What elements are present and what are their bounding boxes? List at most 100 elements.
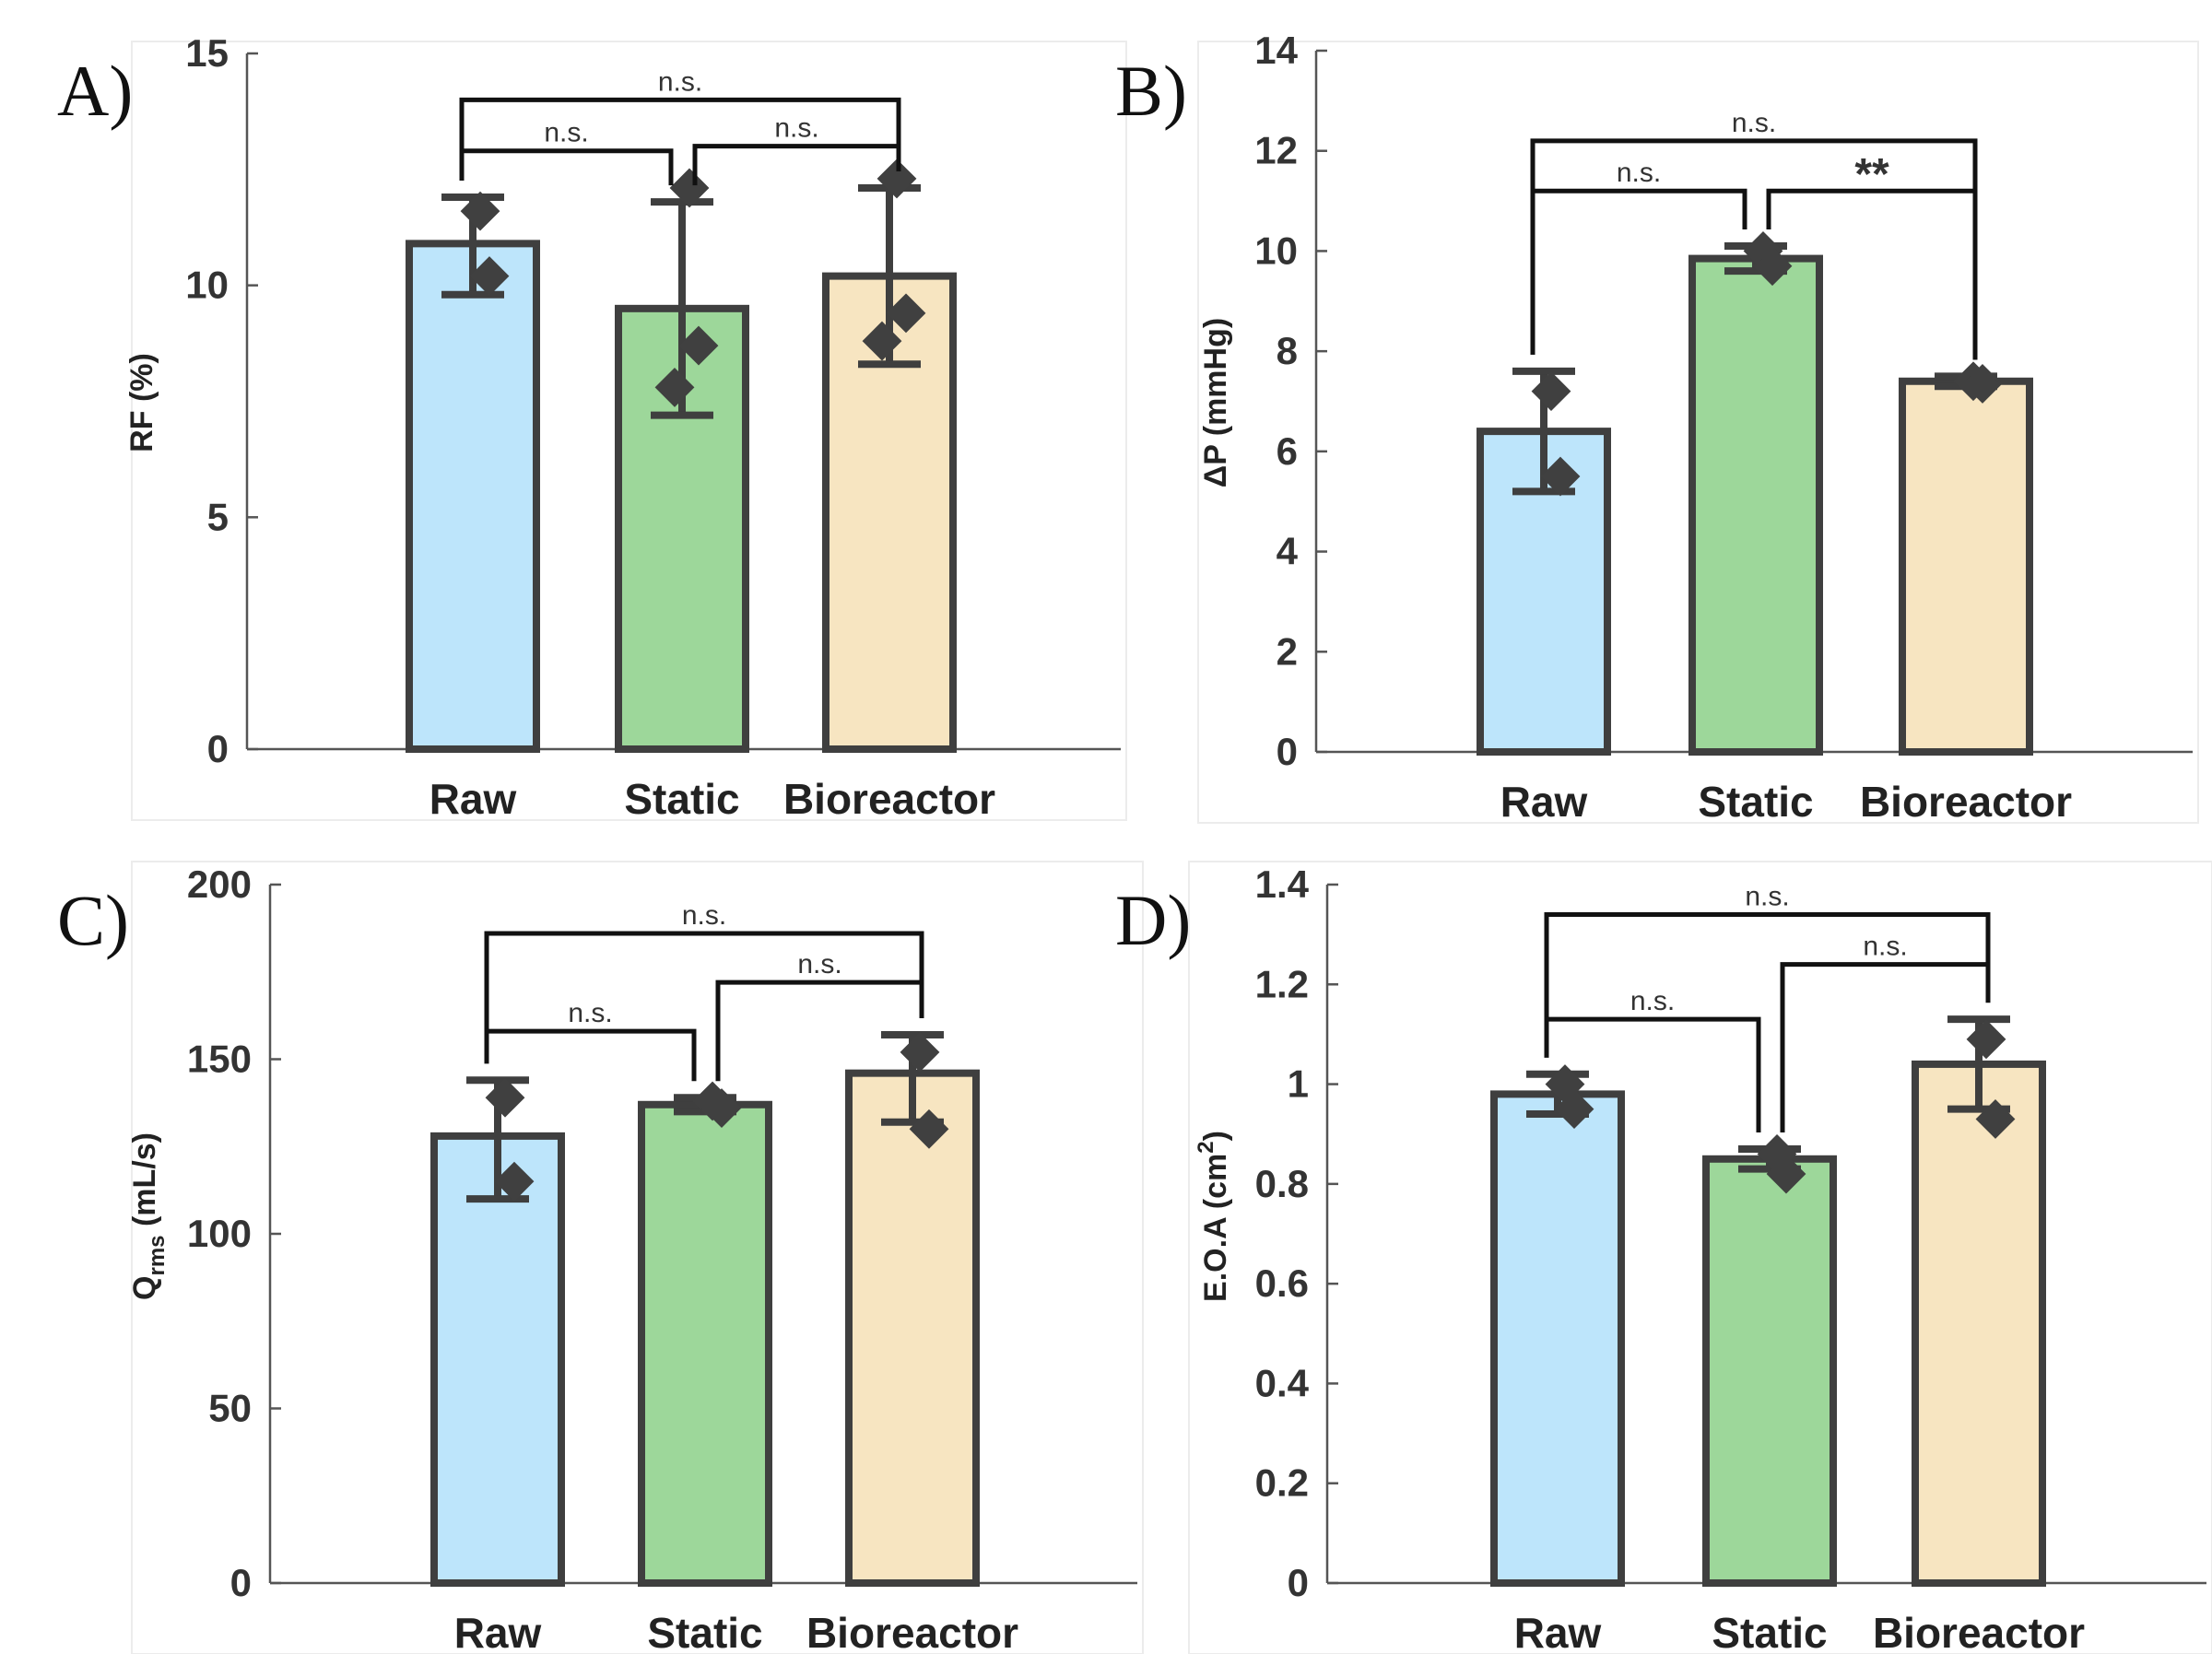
significance-label: n.s. bbox=[1863, 932, 1907, 962]
data-point bbox=[469, 256, 510, 297]
significance-label: ** bbox=[1854, 150, 1889, 199]
y-tick-label: 0 bbox=[207, 727, 229, 770]
bar-raw bbox=[430, 1132, 565, 1587]
y-tick-label: 8 bbox=[1277, 329, 1298, 372]
category-label: Raw bbox=[454, 1609, 542, 1654]
y-tick-label: 6 bbox=[1277, 429, 1298, 473]
data-point bbox=[494, 1161, 535, 1202]
significance-label: n.s. bbox=[797, 949, 841, 979]
data-point bbox=[1752, 246, 1793, 287]
y-tick-label: 0 bbox=[1277, 730, 1298, 773]
data-point bbox=[862, 321, 902, 361]
significance-label: n.s. bbox=[568, 998, 612, 1028]
category-label: Static bbox=[1712, 1609, 1827, 1654]
category-label: Raw bbox=[1514, 1609, 1602, 1654]
chart-panel-1: A) 0 5 10 15 RF (%) Raw Static Bioreactor n.s. n.s… bbox=[57, 31, 1127, 823]
category-label: Static bbox=[647, 1609, 762, 1654]
chart-panel-2: B) 0 2 4 6 8 10 12 14 ΔP (mmHg) Raw Static Bioreacto… bbox=[1115, 29, 2199, 826]
y-tick-label: 1 bbox=[1288, 1062, 1309, 1106]
panel-letter: B) bbox=[1115, 51, 1187, 131]
chart-panel-4: D) 0 0.2 0.4 0.6 0.8 1 1.2 1.4 E.O.A (cm2) Raw Stat… bbox=[1115, 861, 2212, 1654]
bar-static bbox=[1702, 1155, 1837, 1588]
bar-bioreactor bbox=[1899, 377, 2033, 756]
significance-bracket bbox=[484, 931, 924, 1064]
y-tick-label: 14 bbox=[1254, 29, 1298, 72]
y-axis-label: E.O.A (cm2) bbox=[1194, 1131, 1233, 1302]
category-label: Static bbox=[1698, 778, 1813, 826]
y-tick-label: 12 bbox=[1254, 129, 1298, 172]
significance-label: n.s. bbox=[1745, 881, 1789, 911]
y-tick-label: 4 bbox=[1277, 530, 1299, 573]
category-label: Raw bbox=[429, 775, 517, 823]
bar-bioreactor bbox=[1912, 1060, 2046, 1587]
y-tick-label: 200 bbox=[187, 862, 252, 906]
y-tick-label: 0.2 bbox=[1255, 1461, 1309, 1505]
data-point bbox=[701, 1088, 742, 1128]
y-axis-label: Qrms (mL/s) bbox=[127, 1132, 170, 1300]
significance-label: n.s. bbox=[774, 113, 818, 144]
category-label: Bioreactor bbox=[1860, 778, 2072, 826]
y-tick-label: 0.6 bbox=[1255, 1261, 1309, 1305]
data-point bbox=[1962, 364, 2003, 404]
data-point bbox=[1531, 371, 1571, 412]
data-point bbox=[654, 367, 695, 407]
category-label: Bioreactor bbox=[806, 1609, 1018, 1654]
category-label: Raw bbox=[1500, 778, 1588, 826]
data-point bbox=[900, 1032, 940, 1073]
y-axis-label: ΔP (mmHg) bbox=[1198, 318, 1233, 487]
category-label: Bioreactor bbox=[783, 775, 995, 823]
y-tick-label: 1.4 bbox=[1255, 862, 1310, 906]
panel-frame bbox=[1188, 861, 2212, 1654]
significance-label: n.s. bbox=[1617, 158, 1661, 188]
y-tick-label: 0.8 bbox=[1255, 1162, 1309, 1205]
y-tick-label: 0 bbox=[1288, 1561, 1309, 1604]
data-point bbox=[909, 1109, 949, 1149]
significance-bracket bbox=[459, 97, 901, 182]
panel-letter: D) bbox=[1115, 880, 1191, 960]
significance-label: n.s. bbox=[658, 66, 702, 97]
category-label: Static bbox=[624, 775, 739, 823]
y-tick-label: 10 bbox=[185, 264, 229, 307]
significance-bracket bbox=[1780, 962, 1991, 1132]
y-tick-label: 1.2 bbox=[1255, 962, 1309, 1005]
data-point bbox=[1766, 1154, 1806, 1194]
y-tick-label: 0.4 bbox=[1255, 1361, 1310, 1404]
panel-frame bbox=[131, 41, 1127, 821]
data-point bbox=[1966, 1019, 2006, 1060]
significance-bracket bbox=[459, 148, 674, 186]
data-point bbox=[1540, 456, 1581, 497]
panel-frame bbox=[1197, 41, 2199, 824]
data-point bbox=[1554, 1089, 1594, 1130]
significance-bracket bbox=[1530, 188, 1747, 355]
bar-static bbox=[1688, 254, 1823, 756]
data-point bbox=[460, 191, 500, 231]
y-tick-label: 50 bbox=[208, 1387, 252, 1430]
y-tick-label: 100 bbox=[187, 1212, 252, 1255]
y-tick-label: 10 bbox=[1254, 229, 1298, 272]
significance-bracket bbox=[715, 979, 924, 1082]
bar-bioreactor bbox=[845, 1069, 980, 1588]
y-axis-label: RF (%) bbox=[124, 353, 159, 452]
category-label: Bioreactor bbox=[1873, 1609, 2085, 1654]
significance-label: n.s. bbox=[1732, 108, 1776, 138]
y-tick-label: 150 bbox=[187, 1038, 252, 1081]
chart-panel-3: C) 0 50 100 150 200 Qrms (mL/s) Raw Static Biorea… bbox=[57, 861, 1144, 1654]
y-tick-label: 2 bbox=[1277, 629, 1298, 673]
data-point bbox=[877, 158, 917, 199]
data-point bbox=[669, 168, 710, 208]
significance-label: n.s. bbox=[682, 900, 726, 931]
significance-bracket bbox=[1544, 1016, 1761, 1132]
y-tick-label: 0 bbox=[230, 1561, 252, 1604]
bar-raw bbox=[1490, 1090, 1625, 1587]
data-point bbox=[1975, 1099, 2016, 1139]
significance-bracket bbox=[1544, 911, 1991, 1058]
significance-label: n.s. bbox=[544, 118, 588, 148]
bar-raw bbox=[406, 240, 540, 754]
panel-letter: C) bbox=[57, 880, 129, 960]
bar-static bbox=[638, 1100, 772, 1587]
significance-bracket bbox=[1766, 188, 1978, 360]
data-point bbox=[886, 293, 926, 334]
significance-bracket bbox=[692, 144, 901, 186]
data-point bbox=[485, 1077, 525, 1118]
